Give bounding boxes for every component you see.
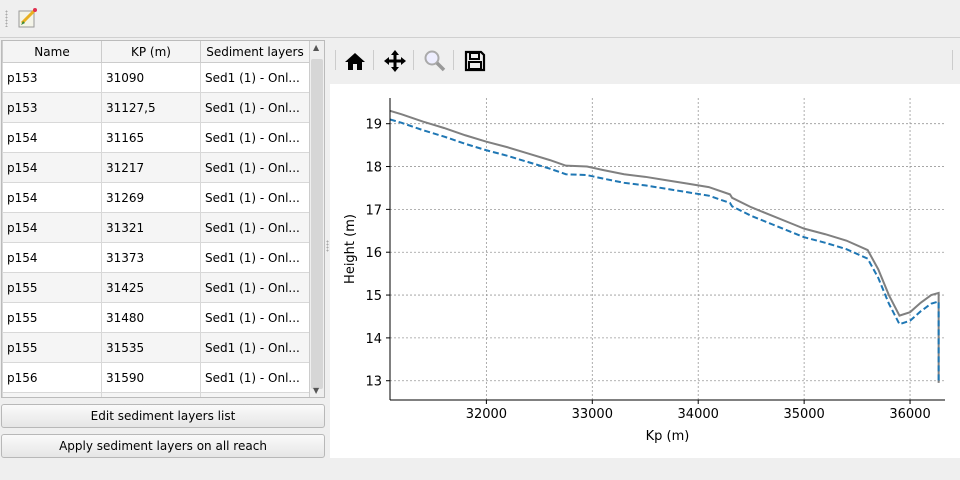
- column-header-name[interactable]: Name: [2, 41, 102, 63]
- separator: [952, 50, 953, 70]
- cell-kp[interactable]: [101, 392, 201, 397]
- table-row[interactable]: p156 31590 Sed1 (1) - Onl...: [2, 362, 310, 393]
- table-row[interactable]: p155 31535 Sed1 (1) - Onl...: [2, 332, 310, 363]
- cell-name[interactable]: p154: [2, 182, 102, 213]
- x-tick-label: 32000: [466, 407, 507, 422]
- scroll-down-icon[interactable]: ▼: [313, 386, 320, 395]
- y-tick-label: 16: [365, 246, 382, 261]
- cell-sediment-layers[interactable]: Sed1 (1) - Onl...: [200, 152, 310, 183]
- zoom-icon[interactable]: [422, 48, 448, 74]
- cell-sediment-layers[interactable]: Sed1 (1) - Onl...: [200, 182, 310, 213]
- cell-kp[interactable]: 31480: [101, 302, 201, 333]
- cell-sediment-layers[interactable]: Sed1 (1) - Onl...: [200, 302, 310, 333]
- y-tick-label: 15: [365, 289, 382, 304]
- scroll-up-icon[interactable]: ▲: [313, 43, 320, 52]
- x-tick-label: 36000: [889, 407, 930, 422]
- cell-kp[interactable]: 31217: [101, 152, 201, 183]
- column-header-sediment-layers[interactable]: Sediment layers: [200, 41, 310, 63]
- x-tick-label: 35000: [783, 407, 824, 422]
- column-header-kp[interactable]: KP (m): [101, 41, 201, 63]
- cell-name[interactable]: p155: [2, 332, 102, 363]
- splitter-handle[interactable]: [326, 240, 329, 252]
- points-table[interactable]: Name KP (m) Sediment layers p153 31090 Sed…: [1, 40, 325, 398]
- table-row[interactable]: p154 31321 Sed1 (1) - Onl...: [2, 212, 310, 243]
- toolbar-grip[interactable]: [5, 10, 8, 27]
- save-icon[interactable]: [462, 48, 488, 74]
- cell-name[interactable]: p156: [2, 362, 102, 393]
- table-row[interactable]: p154 31217 Sed1 (1) - Onl...: [2, 152, 310, 183]
- edit-sediment-layers-button[interactable]: Edit sediment layers list: [1, 404, 325, 428]
- cell-sediment-layers[interactable]: Sed1 (1) - Onl...: [200, 242, 310, 273]
- bed-line: [389, 109, 940, 383]
- cell-name[interactable]: p153: [2, 92, 102, 123]
- cell-sediment-layers[interactable]: Sed1 (1) - Onl...: [200, 272, 310, 303]
- y-tick-label: 18: [365, 161, 382, 176]
- table-row[interactable]: p154 31373 Sed1 (1) - Onl...: [2, 242, 310, 273]
- table-row[interactable]: p153 31090 Sed1 (1) - Onl...: [2, 62, 310, 93]
- cell-kp[interactable]: 31090: [101, 62, 201, 93]
- y-tick-label: 19: [365, 118, 382, 133]
- cell-kp[interactable]: 31425: [101, 272, 201, 303]
- cell-kp[interactable]: 31373: [101, 242, 201, 273]
- table-row[interactable]: p153 31127,5 Sed1 (1) - Onl...: [2, 92, 310, 123]
- cell-name[interactable]: p154: [2, 152, 102, 183]
- plot-toolbar: [330, 40, 960, 82]
- cell-name[interactable]: p155: [2, 302, 102, 333]
- cell-name[interactable]: p154: [2, 212, 102, 243]
- y-axis-label: Height (m): [343, 214, 358, 284]
- table-row[interactable]: p154 31269 Sed1 (1) - Onl...: [2, 182, 310, 213]
- x-tick-label: 33000: [572, 407, 613, 422]
- cell-kp[interactable]: 31535: [101, 332, 201, 363]
- x-axis-label: Kp (m): [646, 429, 690, 444]
- cell-sediment-layers[interactable]: Sed1 (1) - Onl...: [200, 92, 310, 123]
- separator: [373, 50, 374, 70]
- y-tick-label: 14: [365, 332, 382, 347]
- cell-kp[interactable]: 31590: [101, 362, 201, 393]
- height-profile-chart: 32000 33000 34000 35000 36000 13 14 15 16 17 18 19 K…: [343, 98, 945, 444]
- apply-sediment-layers-button[interactable]: Apply sediment layers on all reach: [1, 434, 325, 458]
- cell-kp[interactable]: 31321: [101, 212, 201, 243]
- home-icon[interactable]: [342, 48, 368, 74]
- table-scrollbar[interactable]: ▲ ▼: [309, 41, 324, 397]
- cell-kp[interactable]: 31127,5: [101, 92, 201, 123]
- y-tick-label: 13: [365, 375, 382, 390]
- pan-icon[interactable]: [382, 48, 408, 74]
- main-toolbar: [0, 0, 960, 38]
- cell-name[interactable]: p154: [2, 122, 102, 153]
- cell-sediment-layers[interactable]: Sed1 (1) - Onl...: [200, 62, 310, 93]
- cell-name[interactable]: p153: [2, 62, 102, 93]
- plot-canvas[interactable]: 32000 33000 34000 35000 36000 13 14 15 16 17 18 19 K…: [330, 84, 960, 458]
- cell-name[interactable]: p154: [2, 242, 102, 273]
- y-tick-label: 17: [365, 203, 382, 218]
- separator: [335, 50, 336, 70]
- separator: [413, 50, 414, 70]
- cell-name[interactable]: p155: [2, 272, 102, 303]
- cell-sediment-layers[interactable]: Sed1 (1) - Onl...: [200, 362, 310, 393]
- cell-sediment-layers[interactable]: Sed1 (1) - Onl...: [200, 332, 310, 363]
- cell-sediment-layers[interactable]: [200, 392, 310, 397]
- x-tick-label: 34000: [678, 407, 719, 422]
- scrollbar-thumb[interactable]: [311, 59, 323, 389]
- water-line: [389, 118, 940, 383]
- table-row[interactable]: p155 31480 Sed1 (1) - Onl...: [2, 302, 310, 333]
- cell-sediment-layers[interactable]: Sed1 (1) - Onl...: [200, 122, 310, 153]
- cell-kp[interactable]: 31165: [101, 122, 201, 153]
- cell-kp[interactable]: 31269: [101, 182, 201, 213]
- separator: [453, 50, 454, 70]
- cell-sediment-layers[interactable]: Sed1 (1) - Onl...: [200, 212, 310, 243]
- table-row[interactable]: [2, 392, 310, 397]
- table-row[interactable]: p155 31425 Sed1 (1) - Onl...: [2, 272, 310, 303]
- edit-document-icon[interactable]: [18, 7, 38, 29]
- cell-name[interactable]: [2, 392, 102, 397]
- table-row[interactable]: p154 31165 Sed1 (1) - Onl...: [2, 122, 310, 153]
